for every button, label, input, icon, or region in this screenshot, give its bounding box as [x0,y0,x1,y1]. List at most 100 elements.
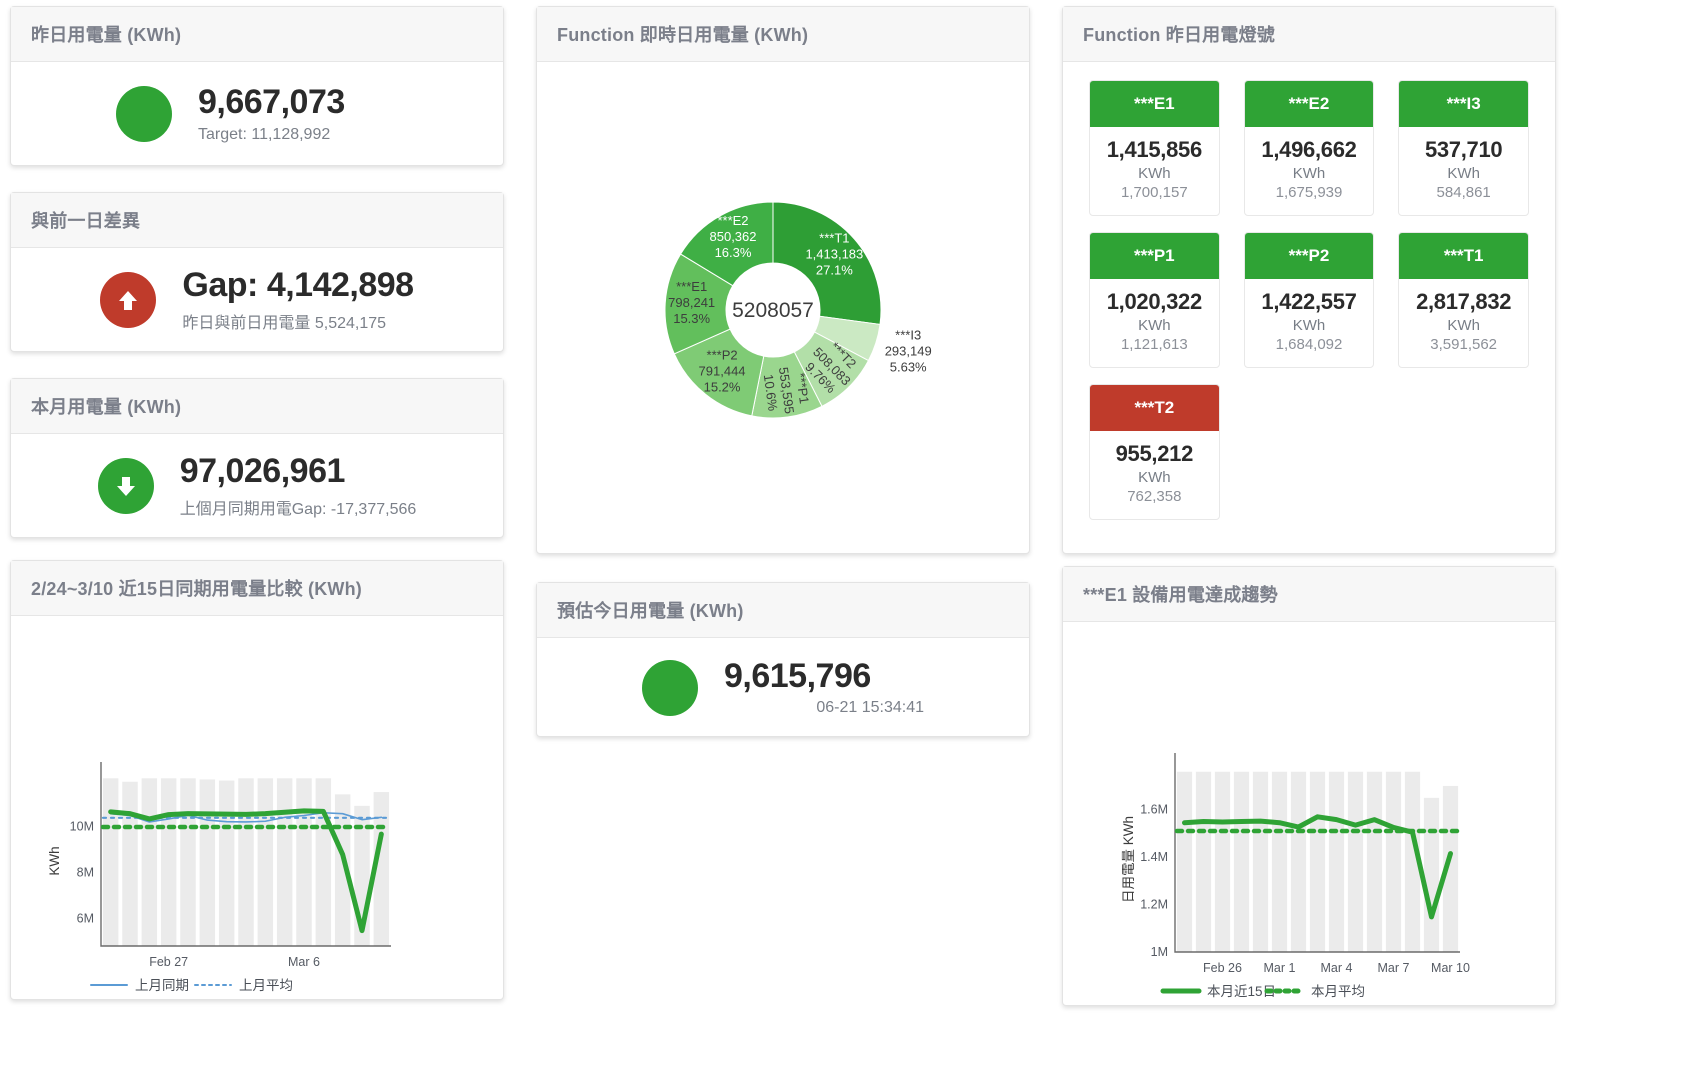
y-axis-tick-label: 10M [70,820,94,834]
target-bar [102,778,119,946]
chart-legend-item[interactable]: 上月同期 [90,978,189,993]
right-trend-chart-card: ***E1 設備用電達成趨勢 1M 1.2M 1.4M 1.6M Feb 26 Mar 1… [1062,566,1556,1006]
x-axis-tick-label: Mar 7 [1378,961,1410,975]
status-tile[interactable]: ***E2 1,496,662 KWh 1,675,939 [1243,80,1375,216]
status-tile-target: 1,700,157 [1120,184,1188,201]
status-tile-value: 2,817,832 [1416,289,1512,314]
target-bar [1214,771,1231,952]
svg-text:***E2: ***E2 [717,213,748,228]
status-light-card: Function 昨日用電燈號 ***E1 1,415,856 KWh 1,700,1… [1062,6,1556,554]
target-bar [1176,771,1193,952]
kpi-card-body: 9,667,073 Target: 11,128,992 [11,62,503,166]
kpi-value: 9,667,073 [198,83,345,122]
donut-slice[interactable] [772,201,882,326]
kpi-subtext: 上個月同期用電Gap: -17,377,566 [179,500,417,518]
series-line[interactable] [108,808,384,934]
kpi-card-title: 昨日用電量 (KWh) [11,7,503,62]
target-bar [1233,771,1250,952]
target-bar [1328,771,1345,952]
status-tile-value: 537,710 [1424,137,1503,162]
target-bar [238,778,254,946]
status-tile-name: ***I3 [1399,81,1528,127]
target-bar [218,780,235,946]
left-trend-chart-card: 2/24~3/10 近15日同期用電量比較 (KWh) 6M 8M 10M Feb 2… [10,560,504,1000]
status-tile-unit: KWh [1138,469,1171,486]
donut-card-title: Function 即時日用電量 (KWh) [537,7,1029,62]
y-axis-tick-label: 1.2M [1140,898,1168,912]
forecast-value: 9,615,796 [724,656,871,695]
status-tile-value: 1,415,856 [1106,137,1202,162]
status-tile-target: 1,684,092 [1275,336,1343,353]
status-tile-unit: KWh [1138,317,1171,334]
kpi-text-group: 97,026,961 上個月同期用電Gap: -17,377,566 [179,452,417,518]
status-tile-target: 762,358 [1127,488,1182,505]
target-bar [296,778,312,946]
legend-label: 上月平均 [239,978,293,993]
arrow-down-circle-icon [97,458,154,514]
status-tile[interactable]: ***T1 2,817,832 KWh 3,591,562 [1398,232,1529,368]
target-bar [141,778,158,946]
donut-slice[interactable] [679,201,774,287]
status-tile-unit: KWh [1292,165,1326,182]
status-tile[interactable]: ***P2 1,422,557 KWh 1,684,092 [1243,232,1375,368]
target-bar [334,794,351,946]
status-tile[interactable]: ***T2 955,212 KWh 762,358 [1089,384,1220,520]
target-bar [180,778,196,946]
kpi-card-title: 與前一日差異 [11,193,503,248]
forecast-timestamp: 06-21 15:34:41 [816,699,924,717]
kpi-text-group: 9,667,073 Target: 11,128,992 [198,83,398,143]
target-bar [373,792,390,946]
status-tile-target: 1,675,939 [1275,184,1343,201]
y-axis-title: 日用電量 KWh [1121,816,1136,903]
chart-legend-item[interactable]: 本月近15日 [1160,984,1276,999]
kpi-card-body: Gap: 4,142,898 昨日與前日用電量 5,524,175 [11,248,503,352]
target-bar [1366,771,1383,952]
donut-chart-area[interactable]: ***T1 1,413,183 27.1% ***I3 293,149 5.63% ***T… [537,62,1029,554]
svg-text:***P2: ***P2 [707,348,738,363]
target-bar [1195,771,1212,952]
target-bar [199,779,216,946]
left-chart-title: 2/24~3/10 近15日同期用電量比較 (KWh) [11,561,503,616]
status-tile-body: 1,020,322 KWh 1,121,613 [1090,279,1219,367]
kpi-subtext: 昨日與前日用電量 5,524,175 [182,314,387,332]
svg-text:***T1: ***T1 [819,230,849,245]
status-tile-unit: KWh [1138,165,1171,182]
status-tile-body: 1,415,856 KWh 1,700,157 [1090,127,1219,215]
status-tile[interactable]: ***I3 537,710 KWh 584,861 [1398,80,1529,216]
svg-text:553,595: 553,595 [776,366,797,415]
forecast-card-title: 預估今日用電量 (KWh) [537,583,1029,638]
kpi-value: 97,026,961 [179,452,346,491]
series-line[interactable] [109,811,383,823]
status-tile-value: 1,496,662 [1261,137,1357,162]
status-tile-unit: KWh [1292,317,1326,334]
svg-text:***P1: ***P1 [793,372,812,405]
chart-legend-item[interactable]: 上月平均 [194,978,293,993]
legend-label: 上月同期 [135,978,189,993]
target-bar [1347,771,1364,952]
x-axis-tick-label: Mar 10 [1431,961,1470,975]
chart-legend-item[interactable]: 本月平均 [1264,984,1365,999]
x-axis-tick-label: Mar 1 [1264,961,1296,975]
status-tile-body: 1,422,557 KWh 1,684,092 [1245,279,1374,367]
target-bar [1385,771,1402,952]
status-tile[interactable]: ***P1 1,020,322 KWh 1,121,613 [1089,232,1220,368]
kpi-value: Gap: 4,142,898 [182,266,414,305]
svg-text:27.1%: 27.1% [816,262,853,277]
donut-chart-card: Function 即時日用電量 (KWh) ***T1 1,413,183 27.1… [536,6,1030,554]
right-chart-area[interactable]: 1M 1.2M 1.4M 1.6M Feb 26 Mar 1 Mar 4 Mar 7 Mar 1… [1063,622,1555,1006]
target-bar [122,781,138,946]
chart-axis [1174,753,1460,953]
right-trend-chart-svg[interactable]: 1M 1.2M 1.4M 1.6M Feb 26 Mar 1 Mar 4 Mar 7 Mar 1… [1063,622,1557,1006]
status-tile[interactable]: ***E1 1,415,856 KWh 1,700,157 [1089,80,1220,216]
status-tile-target: 3,591,562 [1430,336,1498,353]
y-axis-tick-label: 1M [1151,945,1168,959]
donut-slice[interactable] [664,253,734,355]
status-tile-name: ***P1 [1090,233,1219,279]
